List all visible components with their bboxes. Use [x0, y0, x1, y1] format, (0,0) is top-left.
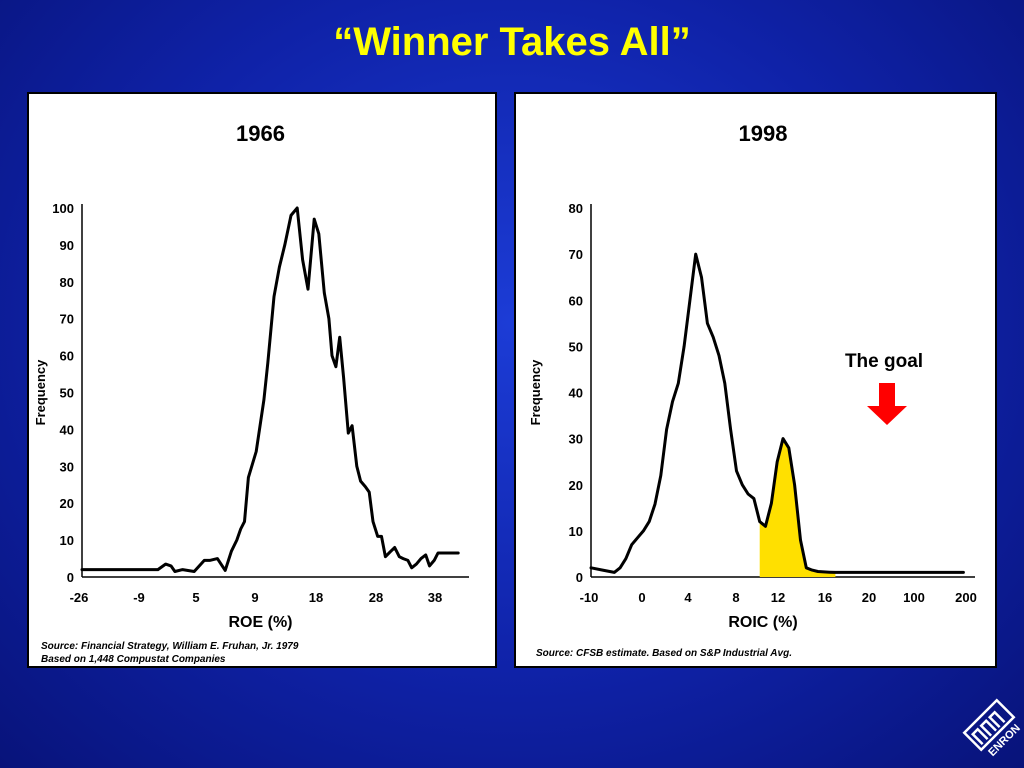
- y-tick-label: 70: [60, 312, 74, 327]
- y-tick-label: 100: [52, 201, 74, 216]
- y-tick-label: 60: [60, 349, 74, 364]
- chart-title: 1998: [739, 121, 788, 146]
- y-tick-label: 50: [569, 339, 583, 354]
- chart-panel-1998: 1998 0 10 20 30 40 50 60 70 80 -10 0 4 8 12 16 20 100 200 R…: [514, 92, 997, 668]
- chart-1998-svg: 1998 0 10 20 30 40 50 60 70 80 -10 0 4 8 12 16 20 100 200 R…: [528, 121, 977, 631]
- slide-title: “Winner Takes All”: [333, 20, 691, 64]
- y-tick-label: 70: [569, 247, 583, 262]
- x-tick-label: 9: [251, 590, 258, 605]
- y-tick-label: 50: [60, 386, 74, 401]
- x-tick-label: 0: [638, 590, 645, 605]
- x-tick-label: 8: [732, 590, 739, 605]
- y-tick-label: 10: [60, 533, 74, 548]
- y-tick-label: 60: [569, 293, 583, 308]
- x-tick-label: 18: [309, 590, 323, 605]
- x-tick-label: -9: [133, 590, 145, 605]
- y-tick-label: 80: [569, 201, 583, 216]
- x-tick-label: 12: [771, 590, 785, 605]
- x-tick-label: -26: [70, 590, 89, 605]
- y-tick-label: 30: [60, 459, 74, 474]
- x-tick-label: 5: [192, 590, 199, 605]
- goal-highlight-area: [759, 438, 836, 577]
- y-tick-label: 90: [60, 238, 74, 253]
- chart-1966-svg: 1966 0 10 20 30 40 50 60 70 80 90 100 -26 -9 5 9 18 28 38 R…: [33, 121, 469, 631]
- source-line: Based on 1,448 Compustat Companies: [41, 654, 226, 665]
- goal-annotation-label: The goal: [845, 351, 923, 372]
- x-axis-label: ROIC (%): [728, 614, 797, 631]
- source-note-1998: Source: CFSB estimate. Based on S&P Indu…: [536, 647, 792, 660]
- y-tick-label: 0: [67, 570, 74, 585]
- x-axis-label: ROE (%): [229, 614, 293, 631]
- y-tick-label: 0: [576, 570, 583, 585]
- y-axis-label: Frequency: [33, 359, 48, 426]
- x-tick-label: 100: [903, 590, 925, 605]
- source-line: Source: Financial Strategy, William E. F…: [41, 641, 299, 652]
- y-tick-label: 10: [569, 524, 583, 539]
- source-note-1966: Source: Financial Strategy, William E. F…: [41, 640, 298, 666]
- series-line: [80, 206, 460, 573]
- source-line: Source: CFSB estimate. Based on S&P Indu…: [536, 648, 792, 659]
- x-tick-label: 200: [955, 590, 977, 605]
- y-axis-label: Frequency: [528, 359, 543, 426]
- x-tick-label: 4: [684, 590, 692, 605]
- down-arrow-icon: [867, 383, 907, 425]
- y-tick-label: 30: [569, 432, 583, 447]
- series-line: [589, 252, 965, 574]
- y-tick-label: 40: [60, 422, 74, 437]
- enron-logo-icon: ENRON: [962, 698, 1023, 759]
- x-tick-label: -10: [580, 590, 599, 605]
- x-tick-label: 16: [818, 590, 832, 605]
- chart-panel-1966: 1966 0 10 20 30 40 50 60 70 80 90 100 -26 -9 5 9 18 28 38 R…: [27, 92, 497, 668]
- y-tick-label: 20: [569, 478, 583, 493]
- y-tick-label: 40: [569, 386, 583, 401]
- chart-title: 1966: [236, 121, 285, 146]
- y-tick-label: 20: [60, 496, 74, 511]
- x-tick-label: 28: [369, 590, 383, 605]
- y-tick-label: 80: [60, 275, 74, 290]
- x-tick-label: 38: [428, 590, 442, 605]
- x-tick-label: 20: [862, 590, 876, 605]
